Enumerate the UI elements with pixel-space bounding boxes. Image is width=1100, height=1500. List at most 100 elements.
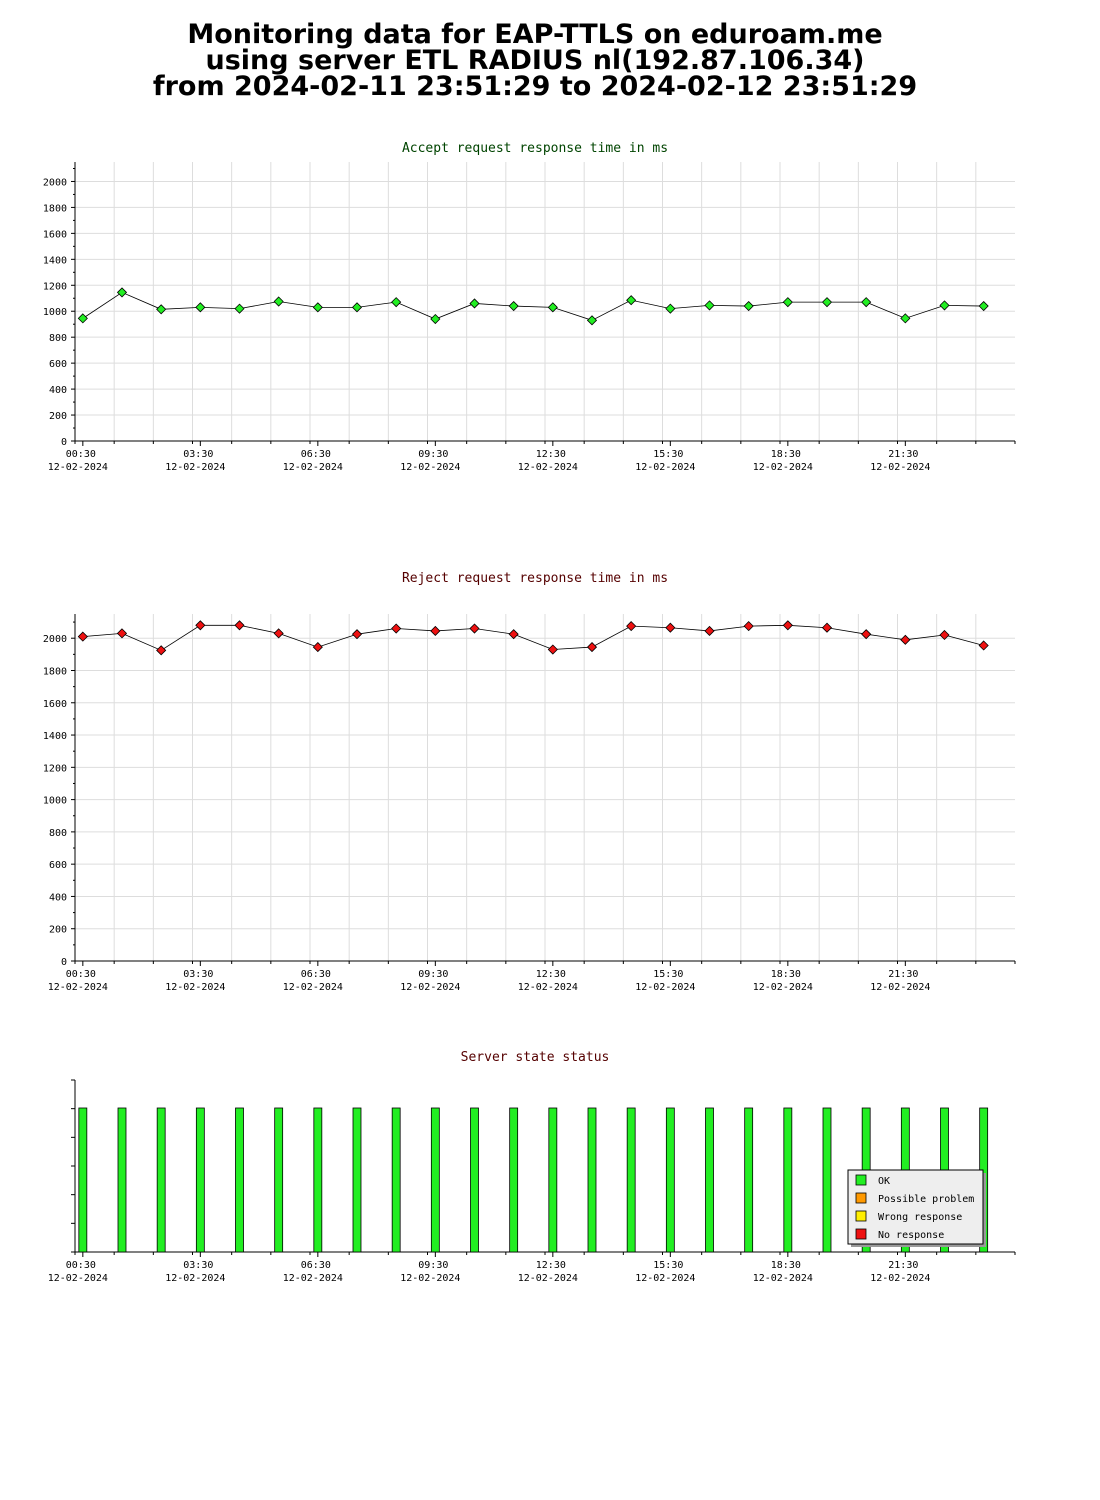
data-point bbox=[665, 303, 676, 314]
data-point bbox=[273, 628, 284, 639]
status-bar bbox=[313, 1107, 323, 1253]
x-tick-time: 00:30 bbox=[66, 1260, 96, 1271]
status-bar bbox=[626, 1107, 636, 1253]
x-tick-date: 12-02-2024 bbox=[753, 462, 813, 473]
x-tick-time: 06:30 bbox=[301, 969, 331, 980]
data-point bbox=[116, 628, 128, 639]
y-tick-label: 1400 bbox=[43, 255, 67, 266]
status-bar bbox=[78, 1107, 88, 1253]
data-point bbox=[939, 629, 950, 641]
status-bar bbox=[548, 1107, 558, 1253]
x-tick-date: 12-02-2024 bbox=[518, 462, 578, 473]
title-line-3: from 2024-02-11 23:51:29 to 2024-02-12 2… bbox=[152, 71, 918, 102]
x-tick-date: 12-02-2024 bbox=[165, 982, 225, 993]
data-point bbox=[156, 304, 167, 315]
y-tick-label: 0 bbox=[61, 957, 67, 968]
y-tick-label: 1800 bbox=[43, 666, 67, 677]
legend-swatch bbox=[855, 1174, 867, 1186]
data-point bbox=[743, 300, 754, 312]
data-point bbox=[195, 620, 206, 631]
y-tick-label: 2000 bbox=[43, 634, 67, 645]
data-point bbox=[743, 621, 754, 632]
y-tick-label: 800 bbox=[49, 333, 67, 344]
x-tick-time: 12:30 bbox=[536, 449, 566, 460]
title-line-1: Monitoring data for EAP-TTLS on eduroam.… bbox=[187, 19, 883, 50]
x-tick-date: 12-02-2024 bbox=[635, 982, 695, 993]
data-point bbox=[978, 640, 989, 651]
series-line bbox=[82, 624, 984, 651]
x-tick-time: 12:30 bbox=[536, 1260, 566, 1271]
x-tick-time: 09:30 bbox=[418, 969, 448, 980]
x-tick-date: 12-02-2024 bbox=[283, 982, 343, 993]
status-bar bbox=[117, 1107, 127, 1253]
page-title: Monitoring data for EAP-TTLS on eduroam.… bbox=[0, 19, 1070, 102]
status-chart-title: Server state status bbox=[460, 1050, 610, 1065]
y-tick-label: 1800 bbox=[43, 203, 67, 214]
x-tick-date: 12-02-2024 bbox=[48, 1273, 108, 1284]
data-point bbox=[312, 302, 323, 313]
status-bar bbox=[156, 1107, 166, 1253]
x-tick-time: 18:30 bbox=[771, 1260, 801, 1271]
accept-chart-title: Accept request response time in ms bbox=[401, 141, 669, 156]
legend-swatch bbox=[855, 1228, 867, 1240]
status-bar bbox=[509, 1107, 519, 1253]
status-bar bbox=[235, 1107, 244, 1253]
data-point bbox=[77, 631, 88, 642]
reject-chart-title: Reject request response time in ms bbox=[401, 571, 669, 586]
data-point bbox=[626, 295, 637, 306]
data-point bbox=[351, 629, 363, 640]
data-point bbox=[391, 623, 402, 634]
y-tick-label: 1400 bbox=[43, 731, 67, 742]
data-point bbox=[391, 297, 402, 308]
y-tick-label: 400 bbox=[49, 892, 67, 903]
data-point bbox=[978, 300, 989, 312]
data-point bbox=[116, 287, 128, 298]
status-bar bbox=[430, 1107, 440, 1253]
title-line-2: using server ETL RADIUS nl(192.87.106.34… bbox=[205, 45, 865, 76]
y-tick-label: 2000 bbox=[43, 177, 67, 188]
data-point bbox=[782, 297, 793, 308]
x-tick-time: 12:30 bbox=[536, 969, 566, 980]
data-point bbox=[508, 300, 519, 312]
x-tick-time: 03:30 bbox=[183, 449, 213, 460]
x-tick-date: 12-02-2024 bbox=[165, 1273, 225, 1284]
data-point bbox=[430, 625, 441, 637]
x-tick-date: 12-02-2024 bbox=[518, 1273, 578, 1284]
data-point bbox=[900, 313, 911, 324]
x-tick-date: 12-02-2024 bbox=[283, 1273, 343, 1284]
data-point bbox=[195, 302, 206, 313]
x-tick-time: 15:30 bbox=[653, 1260, 683, 1271]
data-point bbox=[821, 297, 833, 308]
x-tick-time: 15:30 bbox=[653, 969, 683, 980]
x-tick-date: 12-02-2024 bbox=[753, 1273, 813, 1284]
status-bar bbox=[665, 1107, 675, 1253]
data-point bbox=[704, 300, 715, 311]
status-bar bbox=[744, 1107, 754, 1253]
x-tick-date: 12-02-2024 bbox=[165, 462, 225, 473]
x-tick-time: 21:30 bbox=[888, 969, 918, 980]
x-tick-date: 12-02-2024 bbox=[400, 1273, 460, 1284]
data-point bbox=[156, 645, 167, 656]
y-tick-label: 0 bbox=[61, 437, 67, 448]
x-tick-time: 21:30 bbox=[888, 449, 918, 460]
data-point bbox=[77, 313, 88, 324]
x-tick-date: 12-02-2024 bbox=[400, 982, 460, 993]
y-tick-label: 800 bbox=[49, 828, 67, 839]
y-tick-label: 1600 bbox=[43, 699, 67, 710]
legend-label: Wrong response bbox=[878, 1212, 962, 1223]
x-tick-time: 06:30 bbox=[301, 1260, 331, 1271]
x-tick-time: 00:30 bbox=[66, 969, 96, 980]
y-tick-label: 400 bbox=[49, 385, 67, 396]
data-point bbox=[861, 629, 872, 640]
x-tick-time: 18:30 bbox=[771, 449, 801, 460]
data-point bbox=[626, 621, 637, 632]
x-tick-time: 09:30 bbox=[418, 1260, 448, 1271]
data-point bbox=[312, 642, 323, 653]
data-point bbox=[351, 302, 363, 313]
data-point bbox=[939, 300, 950, 311]
x-tick-time: 21:30 bbox=[888, 1260, 918, 1271]
x-tick-time: 06:30 bbox=[301, 449, 331, 460]
x-tick-time: 09:30 bbox=[418, 449, 448, 460]
series-line bbox=[82, 291, 984, 321]
y-tick-label: 1600 bbox=[43, 229, 67, 240]
